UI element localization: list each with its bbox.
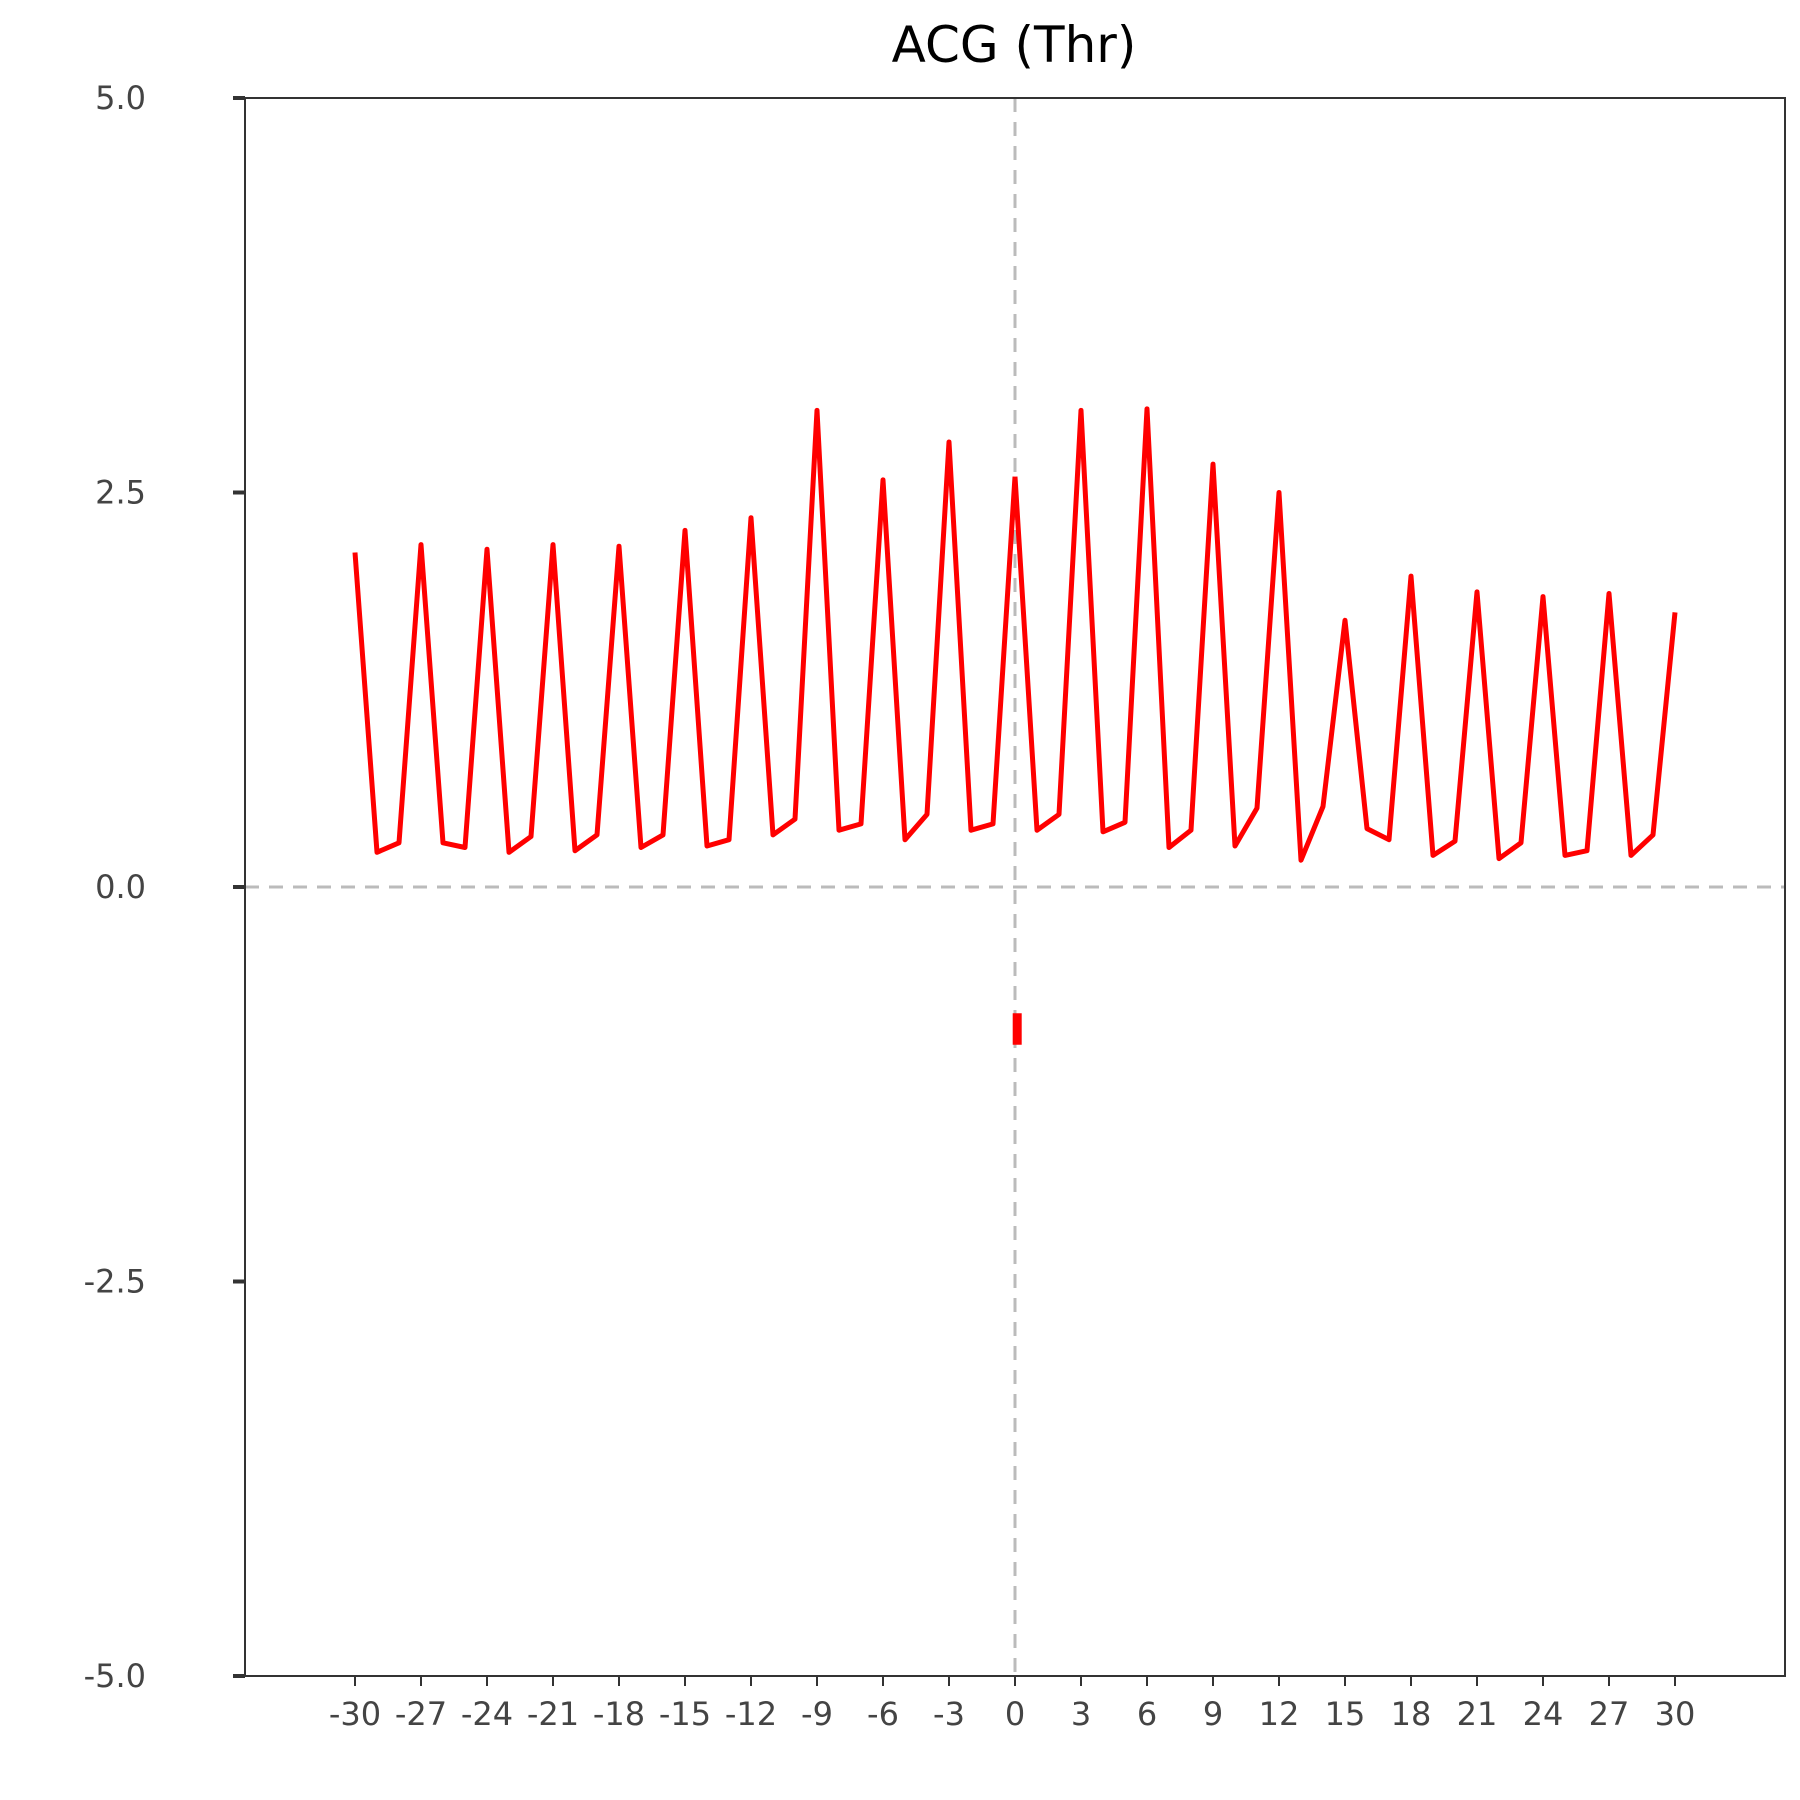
x-tick-label: 18 xyxy=(1391,1695,1432,1733)
x-tick-label: 15 xyxy=(1325,1695,1366,1733)
x-tick-label: 21 xyxy=(1457,1695,1498,1733)
x-axis: -30 -27 -24 -21 -18 -15 -12 -9 -6 -3 0 3 6 9 12 15 18 21 2… xyxy=(329,1676,1695,1733)
x-tick-label: 24 xyxy=(1523,1695,1564,1733)
y-tick-label: 5.0 xyxy=(95,79,146,117)
x-tick-label: -24 xyxy=(461,1695,513,1733)
series-line-2 xyxy=(1012,406,1678,863)
x-tick-label: -15 xyxy=(659,1695,711,1733)
x-tick-label: 12 xyxy=(1259,1695,1300,1733)
chart-title: ACG (Thr) xyxy=(892,16,1137,74)
x-tick-label: 27 xyxy=(1589,1695,1630,1733)
x-tick-label: 30 xyxy=(1655,1695,1696,1733)
x-tick-label: 9 xyxy=(1203,1695,1223,1733)
x-tick-label: -21 xyxy=(527,1695,579,1733)
x-tick-label: -30 xyxy=(329,1695,381,1733)
y-tick-label: -5.0 xyxy=(84,1657,146,1695)
y-tick-label: -2.5 xyxy=(84,1263,146,1301)
series-line-1 xyxy=(352,407,1018,855)
x-tick-label: -9 xyxy=(801,1695,833,1733)
y-axis: -5.0 -2.5 0.0 2.5 5.0 xyxy=(84,79,245,1695)
x-tick-label: 0 xyxy=(1005,1695,1025,1733)
y-tick-label: 0.0 xyxy=(95,868,146,906)
x-tick-label: -6 xyxy=(867,1695,899,1733)
x-tick-label: -3 xyxy=(933,1695,965,1733)
reference-lines xyxy=(245,98,1785,1676)
series-layer xyxy=(352,406,1678,863)
x-tick-label: 3 xyxy=(1071,1695,1091,1733)
x-tick-label: -12 xyxy=(725,1695,777,1733)
x-tick-label: -18 xyxy=(593,1695,645,1733)
x-tick-label: 6 xyxy=(1137,1695,1157,1733)
y-tick-label: 2.5 xyxy=(95,474,146,512)
x-tick-label: -27 xyxy=(395,1695,447,1733)
